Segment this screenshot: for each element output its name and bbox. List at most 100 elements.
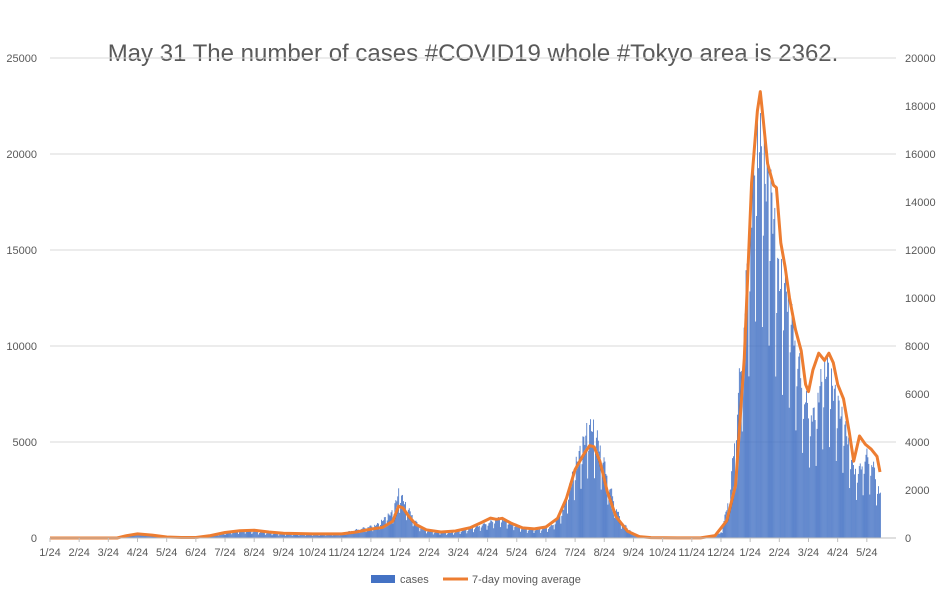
- cases-bar: [413, 526, 414, 538]
- cases-bar: [774, 208, 775, 538]
- x-tick-label: 11/24: [328, 547, 355, 559]
- cases-bar: [557, 519, 558, 538]
- legend-moving-average-label: 7-day moving average: [472, 574, 581, 586]
- cases-bar: [574, 500, 575, 538]
- cases-bar: [804, 404, 805, 538]
- cases-bar: [493, 528, 494, 538]
- cases-bar: [602, 470, 603, 538]
- cases-bar: [532, 530, 533, 538]
- cases-bar: [847, 444, 848, 538]
- y-right-tick-label: 16000: [905, 149, 936, 161]
- cases-bar: [490, 520, 491, 538]
- cases-bar: [399, 513, 400, 538]
- cases-bar: [835, 385, 836, 538]
- x-tick-label: 8/24: [594, 547, 615, 559]
- cases-bar: [805, 402, 806, 538]
- x-tick-label: 10/24: [299, 547, 327, 559]
- y-right-tick-label: 0: [905, 533, 911, 545]
- cases-bar: [506, 521, 507, 538]
- cases-bar: [880, 493, 881, 538]
- cases-bar: [494, 524, 495, 539]
- cases-bar: [784, 283, 785, 538]
- cases-bar: [486, 524, 487, 538]
- cases-bar: [873, 462, 874, 538]
- cases-bar: [836, 461, 837, 538]
- cases-bar: [851, 460, 852, 538]
- cases-bar: [846, 436, 847, 538]
- cases-bar: [834, 389, 835, 538]
- legend-cases-swatch: [371, 575, 395, 583]
- cases-bar: [427, 532, 428, 538]
- cases-bar: [622, 526, 623, 539]
- cases-bar: [239, 532, 240, 538]
- cases-bar: [374, 525, 375, 538]
- cases-bar: [787, 312, 788, 538]
- cases-bar: [480, 531, 481, 538]
- cases-bar: [798, 357, 799, 538]
- cases-bar: [824, 361, 825, 538]
- cases-bar: [258, 534, 259, 538]
- y-left-tick-label: 20000: [6, 149, 37, 161]
- x-tick-label: 4/24: [477, 547, 498, 559]
- cases-bar: [551, 525, 552, 538]
- cases-bar: [463, 530, 464, 538]
- x-tick-label: 8/24: [243, 547, 264, 559]
- cases-bar: [452, 532, 453, 538]
- cases-bar: [793, 316, 794, 538]
- y-left-tick-label: 25000: [6, 53, 37, 65]
- cases-bar: [611, 489, 612, 538]
- cases-bar: [529, 529, 530, 538]
- cases-bar: [538, 530, 539, 538]
- cases-bar: [564, 504, 565, 538]
- x-tick-label: 3/24: [798, 547, 819, 559]
- cases-bar: [270, 533, 271, 538]
- cases-bar: [762, 327, 763, 538]
- cases-bar: [821, 382, 822, 538]
- y-right-tick-label: 8000: [905, 341, 929, 353]
- cases-bar: [604, 457, 605, 538]
- cases-bar: [492, 522, 493, 538]
- cases-bar: [855, 469, 856, 538]
- cases-bar: [589, 425, 590, 538]
- cases-bar: [402, 495, 403, 538]
- cases-bar: [795, 341, 796, 538]
- cases-bar: [487, 530, 488, 538]
- cases-bar: [378, 524, 379, 538]
- cases-bar: [257, 531, 258, 538]
- cases-bar: [796, 386, 797, 538]
- cases-bar: [867, 457, 868, 538]
- cases-bar: [462, 530, 463, 538]
- cases-bar: [293, 535, 294, 538]
- cases-bar: [621, 529, 622, 538]
- cases-bar: [832, 386, 833, 538]
- cases-bar: [255, 532, 256, 538]
- cases-bar: [510, 523, 511, 538]
- cases-bar: [822, 449, 823, 538]
- cases-bar: [813, 408, 814, 538]
- cases-bar: [875, 479, 876, 538]
- cases-bar: [252, 532, 253, 538]
- cases-bar: [549, 527, 550, 538]
- cases-bar: [595, 453, 596, 538]
- cases-bar: [429, 532, 430, 538]
- cases-bar: [594, 478, 595, 538]
- cases-bar: [299, 535, 300, 538]
- cases-bar: [830, 409, 831, 538]
- cases-bar: [460, 534, 461, 538]
- cases-bar: [524, 529, 525, 538]
- cases-bars: [88, 113, 880, 538]
- cases-bar: [401, 496, 402, 538]
- cases-bar: [514, 527, 515, 538]
- cases-bar: [520, 532, 521, 538]
- cases-bar: [872, 467, 873, 538]
- cases-bar: [848, 438, 849, 538]
- cases-bar: [231, 534, 232, 538]
- cases-bar: [473, 532, 474, 538]
- cases-bar: [878, 486, 879, 538]
- cases-bar: [844, 425, 845, 538]
- cases-bar: [766, 201, 767, 538]
- cases-bar: [534, 533, 535, 538]
- x-tick-label: 7/24: [214, 547, 235, 559]
- x-tick-label: 9/24: [623, 547, 644, 559]
- cases-bar: [770, 261, 771, 538]
